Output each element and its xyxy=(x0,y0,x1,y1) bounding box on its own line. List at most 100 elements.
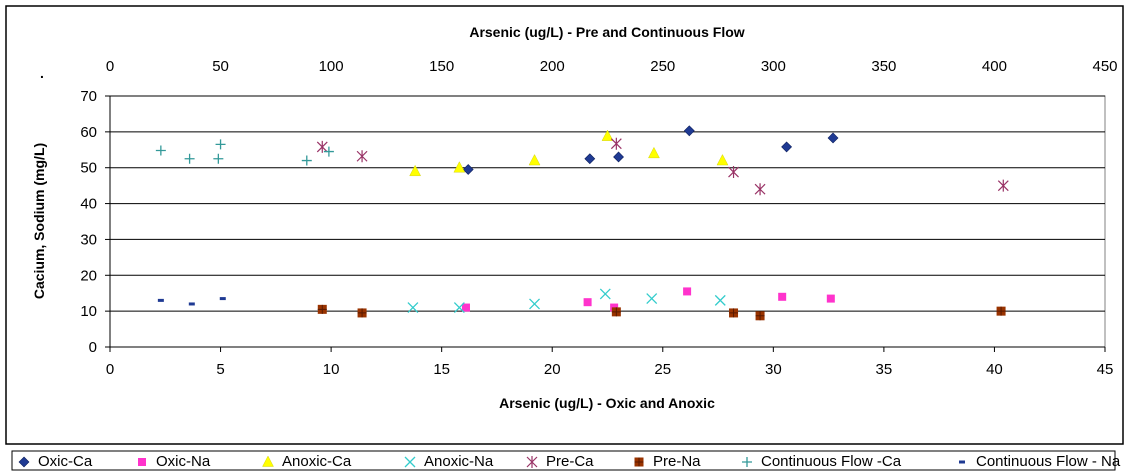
y-tick-label-1: 10 xyxy=(80,303,97,320)
bottom-tick-label-6: 30 xyxy=(765,361,782,378)
point-triangle-s2-3 xyxy=(601,129,614,141)
legend-label-2: Anoxic-Ca xyxy=(282,453,352,470)
legend-marker-5 xyxy=(634,457,644,467)
legend-label-7: Continuous Flow - Na xyxy=(976,453,1121,470)
point-diamond-s0-4 xyxy=(781,141,793,153)
point-x-s3-2 xyxy=(529,298,540,310)
point-star-s4-2 xyxy=(610,137,622,150)
top-tick-label-8: 400 xyxy=(982,58,1007,75)
point-triangle-s2-2 xyxy=(528,154,541,166)
bottom-tick-label-4: 20 xyxy=(544,361,561,378)
point-x-s3-5 xyxy=(714,294,726,306)
legend-marker-2 xyxy=(262,455,274,467)
y-tick-label-7: 70 xyxy=(80,88,97,105)
bottom-tick-label-1: 5 xyxy=(216,361,224,378)
top-axis-title: Arsenic (ug/L) - Pre and Continuous Flow xyxy=(469,24,744,40)
top-tick-label-7: 350 xyxy=(871,58,896,75)
bottom-tick-label-3: 15 xyxy=(433,361,450,378)
bottom-tick-label-7: 35 xyxy=(876,361,893,378)
point-star-s4-1 xyxy=(356,150,368,163)
legend-marker-3 xyxy=(404,456,416,468)
top-tick-label-6: 300 xyxy=(761,58,786,75)
point-star-s4-3 xyxy=(728,166,739,179)
top-tick-label-4: 200 xyxy=(540,58,565,75)
legend-marker-6 xyxy=(742,457,752,467)
gridlines xyxy=(110,95,1105,312)
point-diamond-s0-0 xyxy=(462,164,474,175)
legend-marker-0 xyxy=(18,456,30,468)
point-plus-s6-4 xyxy=(301,155,312,166)
y-tick-label-2: 20 xyxy=(80,267,97,284)
point-dash-s7-1 xyxy=(188,302,195,306)
point-diamond-s0-1 xyxy=(584,153,596,165)
legend-marker-4 xyxy=(526,456,538,468)
stray-mark: . xyxy=(40,65,44,81)
point-x-s3-0 xyxy=(407,302,419,314)
point-x-s3-4 xyxy=(646,293,658,305)
legend-label-1: Oxic-Na xyxy=(156,453,211,470)
point-plus-s6-3 xyxy=(215,139,226,150)
y-tick-label-6: 60 xyxy=(80,124,97,141)
point-diamond-s0-3 xyxy=(683,125,695,137)
data-points xyxy=(155,125,1009,321)
legend-label-5: Pre-Na xyxy=(653,453,701,470)
legend-box xyxy=(11,450,1116,471)
y-tick-label-3: 30 xyxy=(80,231,97,248)
legend-label-6: Continuous Flow -Ca xyxy=(761,453,902,470)
point-x-s3-1 xyxy=(453,302,465,314)
bottom-tick-label-0: 0 xyxy=(106,361,114,378)
point-square-cross-s5-5 xyxy=(996,306,1006,316)
point-plus-s6-5 xyxy=(323,146,334,157)
top-axis-ticks: 0 50 100 150 200 250 300 350 400 450 xyxy=(106,58,1118,75)
point-square-cross-s5-1 xyxy=(357,308,367,318)
bottom-tick-label-9: 45 xyxy=(1097,361,1114,378)
top-tick-label-5: 250 xyxy=(650,58,675,75)
point-triangle-s2-5 xyxy=(716,154,729,166)
point-x-s3-3 xyxy=(599,288,611,300)
point-square-cross-s5-4 xyxy=(755,311,765,321)
bottom-tick-label-2: 10 xyxy=(323,361,340,378)
legend-label-4: Pre-Ca xyxy=(546,453,594,470)
top-tick-label-0: 0 xyxy=(106,58,114,75)
point-star-s4-5 xyxy=(997,179,1009,192)
point-plus-s6-2 xyxy=(213,153,224,164)
point-square-cross-s5-0 xyxy=(317,304,327,314)
y-tick-label-5: 50 xyxy=(80,160,97,177)
top-tick-label-1: 50 xyxy=(212,58,229,75)
point-square-s1-5 xyxy=(826,294,835,303)
point-plus-s6-1 xyxy=(184,153,195,164)
bottom-tick-label-5: 25 xyxy=(654,361,671,378)
point-square-s1-3 xyxy=(683,287,692,296)
point-diamond-s0-2 xyxy=(613,151,624,163)
legend-marker-7 xyxy=(959,460,965,464)
point-triangle-s2-4 xyxy=(648,146,660,159)
top-tick-label-2: 100 xyxy=(319,58,344,75)
legend-marker-1 xyxy=(138,458,146,466)
point-triangle-s2-1 xyxy=(453,161,466,173)
y-tick-label-0: 0 xyxy=(89,339,97,356)
legend-label-3: Anoxic-Na xyxy=(424,453,494,470)
point-dash-s7-0 xyxy=(157,298,164,302)
point-plus-s6-0 xyxy=(155,145,166,156)
point-square-cross-s5-3 xyxy=(729,308,739,318)
bottom-axis-title: Arsenic (ug/L) - Oxic and Anoxic xyxy=(499,395,715,411)
y-axis-ticks: 0 10 20 30 40 50 60 70 xyxy=(80,88,110,356)
legend: Oxic-Ca Oxic-Na Anoxic-Ca Anoxic-Na Pre-Ca Pr… xyxy=(18,453,1121,470)
point-square-s1-1 xyxy=(583,298,592,307)
point-square-cross-s5-2 xyxy=(611,307,621,317)
point-diamond-s0-5 xyxy=(827,132,839,144)
bottom-axis-ticks: 0 5 10 15 20 25 30 35 40 45 xyxy=(106,347,1114,378)
bottom-tick-label-8: 40 xyxy=(986,361,1003,378)
point-square-s1-0 xyxy=(461,303,470,312)
y-tick-label-4: 40 xyxy=(80,196,97,213)
point-triangle-s2-0 xyxy=(409,164,421,177)
top-tick-label-9: 450 xyxy=(1092,58,1117,75)
point-star-s4-4 xyxy=(754,183,766,196)
legend-label-0: Oxic-Ca xyxy=(38,453,93,470)
y-axis-title: Cacium, Sodium (mg/L) xyxy=(31,143,47,299)
top-tick-label-3: 150 xyxy=(429,58,454,75)
point-star-s4-0 xyxy=(316,140,328,153)
axes xyxy=(109,96,1105,348)
point-dash-s7-2 xyxy=(219,297,226,301)
